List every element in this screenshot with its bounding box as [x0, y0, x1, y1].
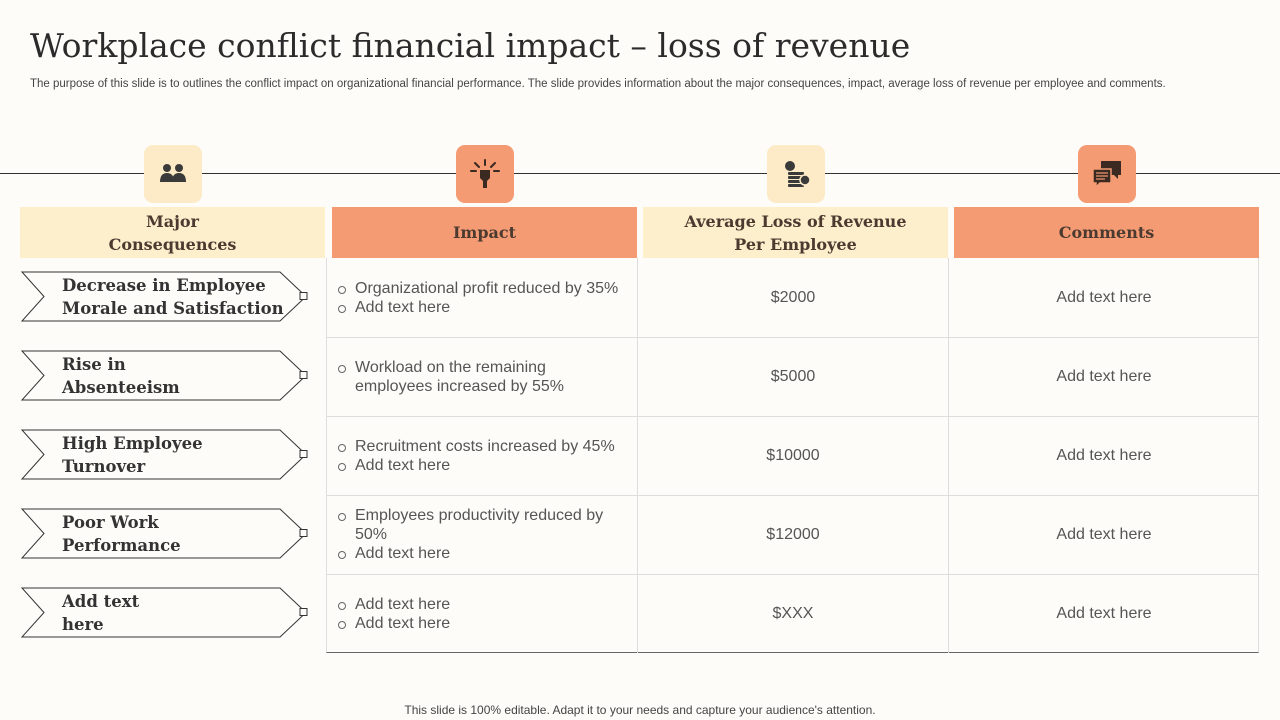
revenue-loss-icon	[785, 161, 811, 187]
comments-icon	[1092, 161, 1121, 189]
consequence-item: Decrease in Employee Morale and Satisfac…	[20, 271, 312, 323]
consequence-item: Add text here	[20, 587, 312, 639]
avg-loss-cell: $2000	[770, 288, 816, 306]
page-subtitle: The purpose of this slide is to outlines…	[30, 78, 1166, 90]
timeline-divider	[0, 173, 1280, 174]
impact-cell: Employees productivity reduced by 50% Ad…	[327, 495, 637, 574]
consequence-item: High Employee Turnover	[20, 429, 312, 481]
chevron-shape	[20, 587, 308, 638]
consequence-label: Rise in Absenteeism	[62, 355, 180, 397]
avg-loss-cell: $12000	[766, 525, 820, 543]
impact-bullet: Workload on the remaining employees incr…	[337, 358, 627, 396]
chevron-shape	[20, 429, 308, 480]
impact-cell: Workload on the remaining employees incr…	[327, 337, 637, 416]
header-impact: Impact	[332, 207, 637, 258]
comment-cell: Add text here	[1056, 288, 1152, 306]
avg-loss-cell: $10000	[766, 446, 820, 464]
row-divider	[326, 495, 1259, 496]
consequence-label: Add text here	[62, 592, 140, 634]
footer-note: This slide is 100% editable. Adapt it to…	[404, 703, 876, 717]
comment-cell: Add text here	[1056, 446, 1152, 464]
page-title: Workplace conflict financial impact – lo…	[30, 26, 911, 65]
comment-cell: Add text here	[1056, 604, 1152, 622]
consequence-label: High Employee Turnover	[62, 434, 203, 476]
data-table	[326, 258, 1259, 653]
consequence-item: Rise in Absenteeism	[20, 350, 312, 402]
consequence-item: Poor Work Performance	[20, 508, 312, 560]
header-major-consequences: Major Consequences	[20, 207, 325, 258]
comments-icon-box	[1078, 145, 1136, 203]
impact-bullet: Organizational profit reduced by 35%	[337, 279, 618, 298]
consequence-label: Decrease in Employee Morale and Satisfac…	[62, 276, 284, 318]
impact-bullet: Add text here	[337, 298, 618, 317]
comment-cell: Add text here	[1056, 367, 1152, 385]
header-avg-loss: Average Loss of Revenue Per Employee	[643, 207, 948, 258]
header-comments: Comments	[954, 207, 1259, 258]
impact-icon-box	[456, 145, 514, 203]
impact-bullet: Add text here	[337, 456, 615, 475]
chevron-shape	[20, 271, 308, 322]
impact-cell: Recruitment costs increased by 45% Add t…	[327, 416, 637, 495]
impact-icon	[470, 159, 500, 188]
impact-bullet: Add text here	[337, 614, 450, 633]
comment-cell: Add text here	[1056, 525, 1152, 543]
column-divider	[637, 258, 638, 653]
row-divider	[326, 574, 1259, 575]
revenue-loss-icon-box	[767, 145, 825, 203]
avg-loss-cell: $XXX	[772, 604, 814, 622]
chevron-shape	[20, 350, 308, 401]
impact-cell: Organizational profit reduced by 35% Add…	[327, 258, 637, 337]
chevron-shape	[20, 508, 308, 559]
impact-bullet: Add text here	[337, 595, 450, 614]
row-divider	[326, 337, 1259, 338]
avg-loss-cell: $5000	[770, 367, 816, 385]
column-divider	[948, 258, 949, 653]
people-icon	[160, 164, 186, 182]
people-icon-box	[144, 145, 202, 203]
impact-bullet: Recruitment costs increased by 45%	[337, 437, 615, 456]
row-divider	[326, 416, 1259, 417]
consequence-label: Poor Work Performance	[62, 513, 181, 555]
impact-bullet: Add text here	[337, 544, 617, 563]
impact-cell: Add text here Add text here	[327, 574, 637, 653]
impact-bullet: Employees productivity reduced by 50%	[337, 506, 617, 544]
